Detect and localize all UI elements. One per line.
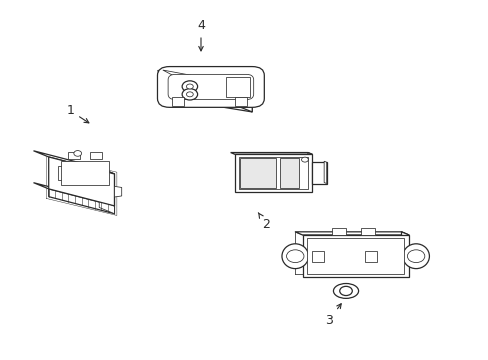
Polygon shape — [234, 154, 311, 192]
Circle shape — [339, 286, 351, 296]
Polygon shape — [33, 151, 114, 174]
Polygon shape — [49, 157, 114, 206]
Polygon shape — [61, 161, 109, 185]
Polygon shape — [230, 153, 311, 154]
Circle shape — [301, 157, 308, 162]
Polygon shape — [99, 168, 114, 206]
Polygon shape — [307, 238, 403, 274]
Bar — [172, 98, 183, 106]
Text: 4: 4 — [197, 19, 204, 51]
Polygon shape — [169, 76, 252, 112]
Circle shape — [182, 81, 197, 92]
Text: 1: 1 — [66, 104, 89, 123]
Text: 3: 3 — [325, 304, 341, 327]
Polygon shape — [295, 232, 408, 235]
Circle shape — [74, 150, 81, 156]
Polygon shape — [68, 152, 80, 159]
Polygon shape — [58, 166, 97, 180]
Polygon shape — [302, 235, 408, 278]
Polygon shape — [33, 183, 114, 206]
Circle shape — [286, 250, 304, 262]
Circle shape — [182, 89, 197, 100]
Circle shape — [186, 92, 193, 97]
Bar — [365, 251, 377, 261]
Circle shape — [407, 250, 424, 262]
FancyBboxPatch shape — [157, 67, 264, 107]
Bar — [235, 98, 247, 106]
Polygon shape — [324, 161, 326, 184]
Polygon shape — [114, 186, 122, 197]
Ellipse shape — [333, 283, 358, 298]
Polygon shape — [99, 200, 114, 214]
Text: 2: 2 — [258, 213, 270, 231]
Bar — [225, 77, 249, 97]
Polygon shape — [49, 189, 114, 214]
Ellipse shape — [402, 244, 428, 269]
Bar — [331, 228, 346, 235]
Polygon shape — [307, 153, 311, 192]
Bar — [311, 251, 324, 261]
Polygon shape — [401, 232, 408, 278]
Circle shape — [186, 84, 193, 89]
Polygon shape — [239, 158, 275, 188]
FancyBboxPatch shape — [168, 75, 253, 100]
Bar — [311, 162, 326, 184]
Bar — [360, 228, 374, 235]
Polygon shape — [238, 157, 308, 189]
Polygon shape — [279, 158, 299, 188]
Polygon shape — [90, 152, 102, 159]
Polygon shape — [240, 84, 252, 112]
Ellipse shape — [282, 244, 308, 269]
Polygon shape — [158, 71, 252, 89]
